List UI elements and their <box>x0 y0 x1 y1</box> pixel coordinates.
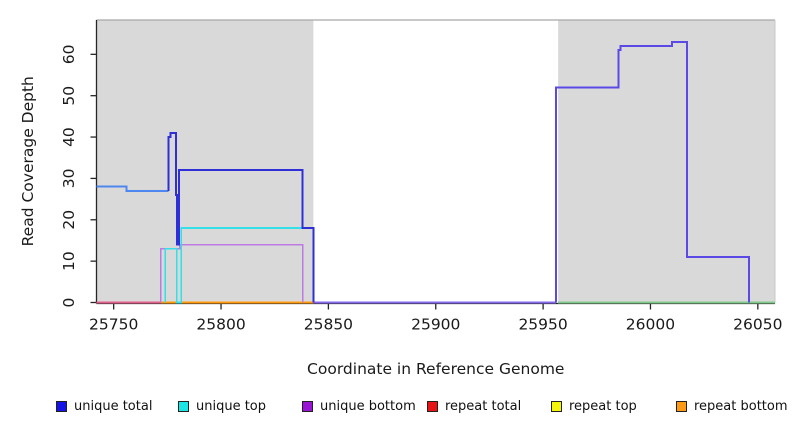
series-line-unique-total-left <box>96 185 169 192</box>
shaded-region <box>558 20 775 303</box>
x-tick-label: 25800 <box>196 316 245 334</box>
y-tick-label: 50 <box>60 86 78 106</box>
series-line-unique-total-right <box>555 40 751 303</box>
x-tick-label: 25950 <box>518 316 567 334</box>
series-line-unique-bottom <box>160 243 304 303</box>
y-tick-label: 60 <box>60 44 78 64</box>
x-tick-label: 26000 <box>626 316 675 334</box>
y-tick-label: 20 <box>60 210 78 230</box>
x-axis-title: Coordinate in Reference Genome <box>307 360 564 378</box>
y-tick-label: 30 <box>60 169 78 189</box>
y-tick-label: 10 <box>60 251 78 271</box>
x-tick-label: 25750 <box>89 316 138 334</box>
x-tick-label: 25900 <box>411 316 460 334</box>
y-tick-label: 40 <box>60 127 78 147</box>
series-line-unique-top <box>164 227 315 304</box>
y-tick-label: 0 <box>60 298 78 308</box>
x-tick-label: 26050 <box>733 316 782 334</box>
shaded-region <box>96 20 314 303</box>
series-line-unique-total-mid <box>167 131 315 303</box>
x-tick-label: 25850 <box>304 316 353 334</box>
y-axis-title: Read Coverage Depth <box>19 76 37 246</box>
